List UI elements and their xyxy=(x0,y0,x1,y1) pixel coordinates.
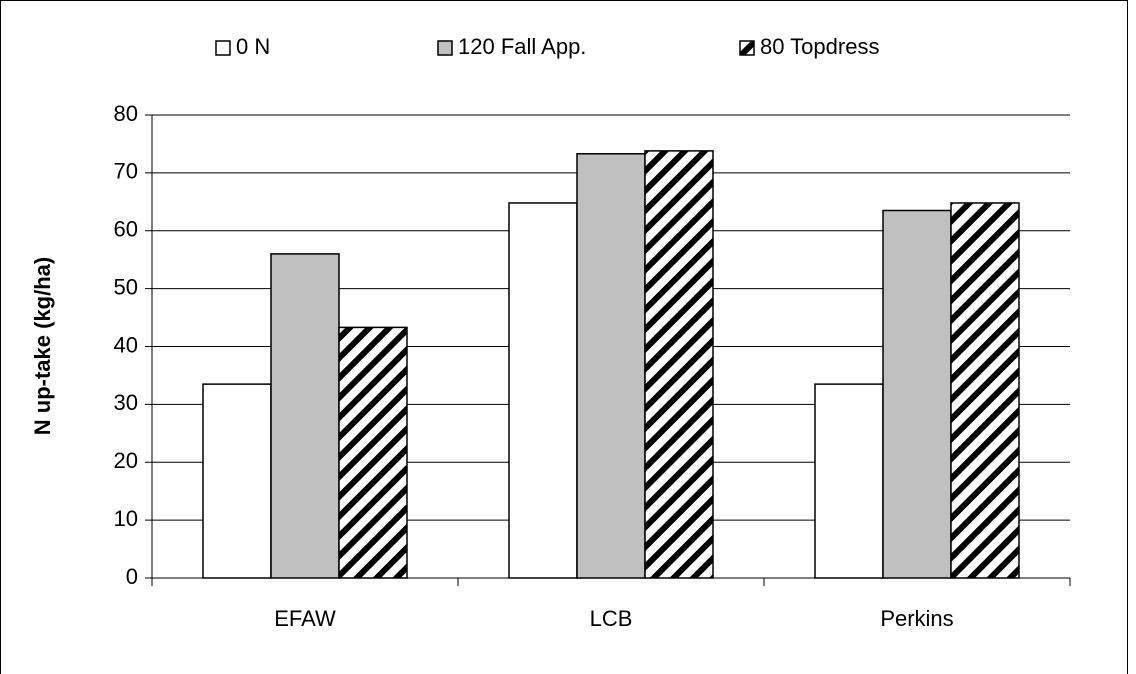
bar xyxy=(814,383,884,579)
bar xyxy=(270,253,340,579)
x-tick-label: EFAW xyxy=(274,606,336,631)
y-tick-label: 40 xyxy=(114,332,138,357)
y-tick-label: 70 xyxy=(114,159,138,184)
bar xyxy=(576,153,646,579)
legend-swatch xyxy=(215,40,231,56)
y-tick-label: 80 xyxy=(114,101,138,126)
bar xyxy=(882,209,952,579)
x-tick-label: LCB xyxy=(590,606,633,631)
y-axis-title: N up-take (kg/ha) xyxy=(30,257,55,435)
bar xyxy=(338,326,408,579)
legend-label: 80 Topdress xyxy=(760,34,879,59)
y-tick-label: 20 xyxy=(114,448,138,473)
y-tick-label: 60 xyxy=(114,217,138,242)
y-tick-label: 0 xyxy=(126,564,138,589)
legend-label: 0 N xyxy=(236,34,270,59)
x-tick-label: Perkins xyxy=(880,606,953,631)
bar xyxy=(950,202,1020,579)
bar xyxy=(202,383,272,579)
legend-swatch xyxy=(437,40,453,56)
y-tick-label: 50 xyxy=(114,274,138,299)
legend-label: 120 Fall App. xyxy=(458,34,586,59)
y-tick-label: 30 xyxy=(114,390,138,415)
bar xyxy=(644,150,714,579)
y-tick-label: 10 xyxy=(114,506,138,531)
legend-swatch xyxy=(739,40,755,56)
bar xyxy=(508,202,578,579)
